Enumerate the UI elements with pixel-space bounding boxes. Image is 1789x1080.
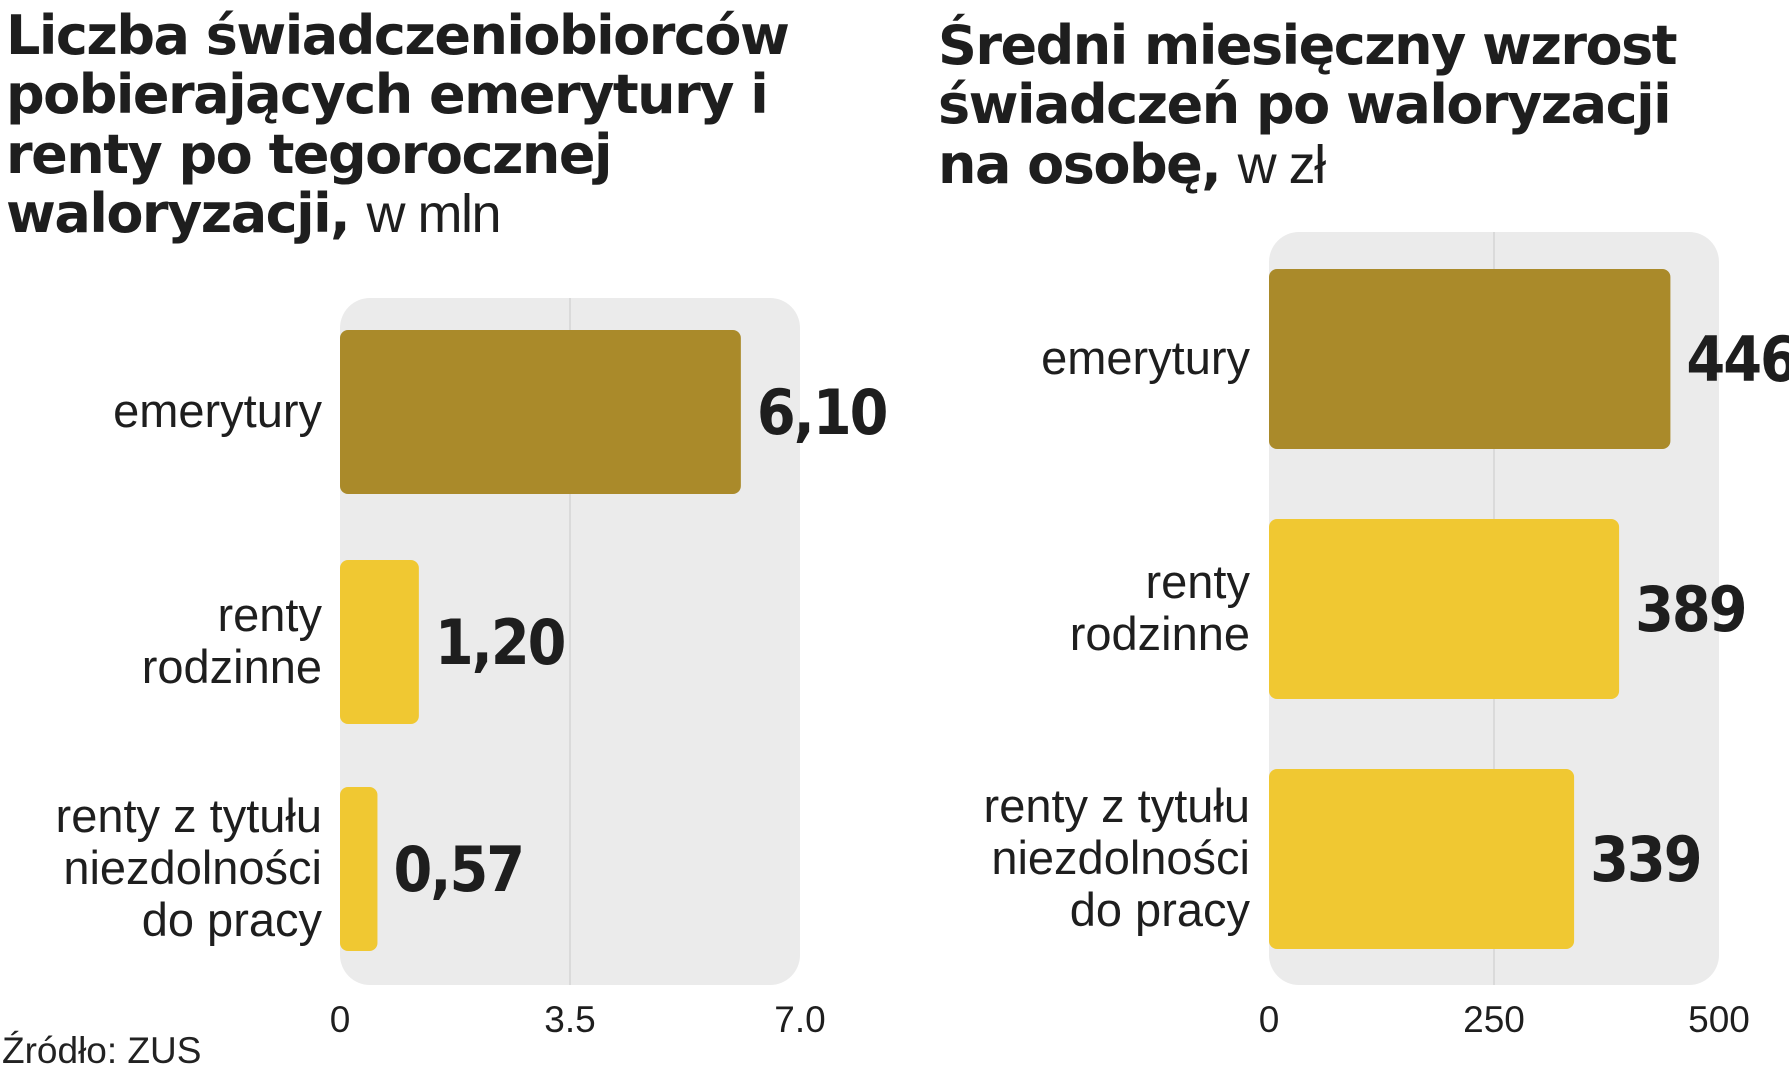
- left-bar-3: [340, 787, 378, 951]
- source-note: Źródło: ZUS: [2, 1030, 202, 1071]
- right-value-label-1: 446: [1686, 323, 1789, 396]
- left-tick-label: 3.5: [544, 999, 595, 1040]
- category-label-line: niezdolności: [63, 841, 322, 894]
- category-label-line: do pracy: [142, 893, 323, 946]
- right-category-label-3: renty z tytułu niezdolności do pracy: [984, 779, 1251, 936]
- category-label-line: niezdolności: [991, 831, 1250, 884]
- category-label-line: renty: [218, 588, 323, 641]
- left-category-label-1: emerytury: [113, 384, 322, 437]
- category-label-line: rodzinne: [142, 640, 322, 693]
- category-label-line: renty: [1146, 555, 1251, 608]
- right-value-label-2: 389: [1635, 573, 1745, 646]
- right-tick-label: 0: [1259, 999, 1280, 1040]
- chart-title-left-text: Liczba świadczeniobiorców pobierających …: [6, 4, 790, 246]
- right-tick-label: 250: [1463, 999, 1525, 1040]
- right-category-label-1: emerytury: [1041, 331, 1250, 384]
- category-label-line: renty z tytułu: [984, 779, 1250, 832]
- chart-title-left: Liczba świadczeniobiorców pobierających …: [6, 6, 796, 245]
- right-category-label-2: renty rodzinne: [1070, 555, 1251, 660]
- chart-unit-right: w zł: [1237, 134, 1327, 195]
- chart-right: emerytury 446 renty rodzinne 389 renty z tytu…: [984, 232, 1789, 1040]
- category-label-line: do pracy: [1070, 883, 1251, 936]
- chart-title-right-text: Średni miesięczny wzrost świadczeń po wa…: [938, 14, 1678, 196]
- left-category-label-3: renty z tytułu niezdolności do pracy: [56, 789, 323, 946]
- right-bar-3: [1269, 769, 1575, 949]
- left-bar-1: [340, 330, 741, 494]
- chart-left: emerytury 6,10 renty rodzinne 1,20 renty z ty…: [56, 298, 889, 1040]
- right-bar-2: [1269, 519, 1620, 699]
- right-bar-1: [1269, 269, 1671, 449]
- category-label-line: rodzinne: [1070, 607, 1250, 660]
- chart-unit-left: w mln: [366, 184, 502, 245]
- left-category-label-2: renty rodzinne: [142, 588, 323, 693]
- left-value-label-3: 0,57: [393, 833, 523, 906]
- left-value-label-1: 6,10: [757, 376, 887, 449]
- category-label-line: renty z tytułu: [56, 789, 322, 842]
- right-value-label-3: 339: [1590, 823, 1700, 896]
- left-bar-2: [340, 560, 419, 724]
- left-tick-label: 7.0: [774, 999, 825, 1040]
- left-value-label-2: 1,20: [435, 606, 565, 679]
- chart-title-right: Średni miesięczny wzrost świadczeń po wa…: [938, 16, 1698, 195]
- category-label-line: emerytury: [113, 384, 322, 437]
- category-label-line: emerytury: [1041, 331, 1250, 384]
- right-tick-label: 500: [1688, 999, 1750, 1040]
- left-tick-label: 0: [330, 999, 351, 1040]
